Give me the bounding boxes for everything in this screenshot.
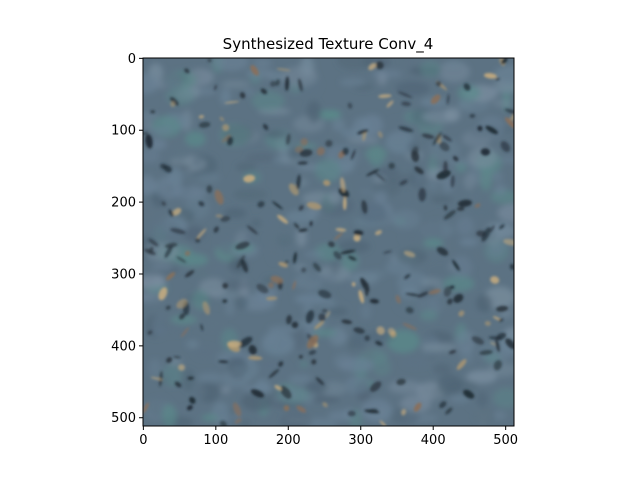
x-tick-label: 100 — [203, 433, 228, 448]
y-tick-label: 100 — [111, 124, 136, 139]
x-tick-label: 500 — [493, 433, 518, 448]
chart-title: Synthesized Texture Conv_4 — [223, 35, 434, 54]
synthesized-texture-image — [143, 58, 514, 426]
y-tick-label: 0 — [128, 52, 136, 67]
x-tick-label: 400 — [421, 433, 446, 448]
y-tick-label: 300 — [111, 267, 136, 282]
x-tick-label: 200 — [276, 433, 301, 448]
y-axis: 0 100 200 300 400 500 — [111, 52, 143, 426]
x-tick-label: 0 — [139, 433, 147, 448]
axes-frame — [142, 57, 515, 427]
y-tick-label: 500 — [111, 411, 136, 426]
x-tick-label: 300 — [348, 433, 373, 448]
y-tick-label: 400 — [111, 339, 136, 354]
y-tick-label: 200 — [111, 196, 136, 211]
x-axis: 0 100 200 300 400 500 — [139, 426, 518, 448]
